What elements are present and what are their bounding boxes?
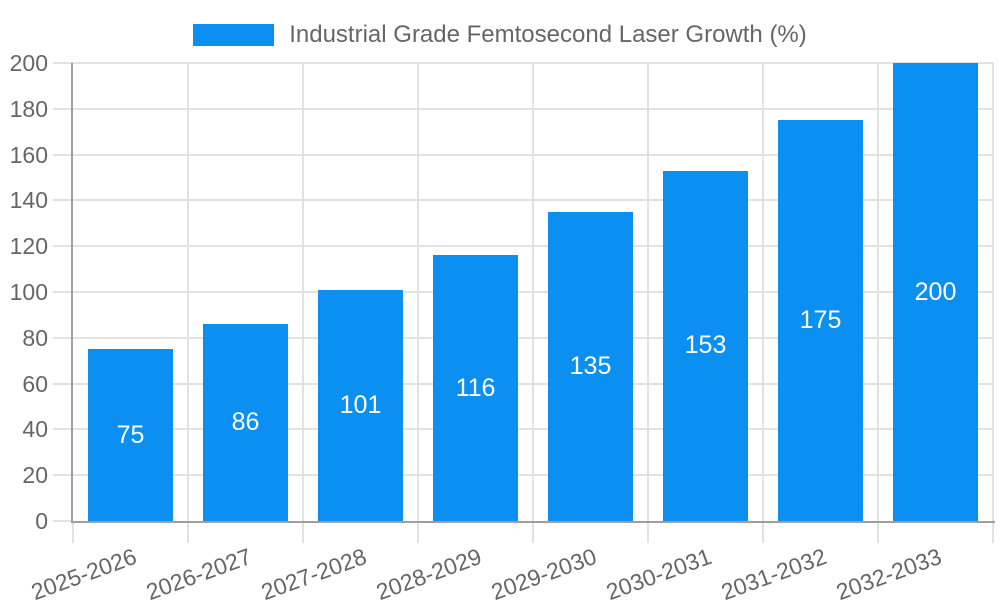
x-axis-tick	[302, 523, 304, 543]
y-tick-label: 200	[9, 50, 48, 76]
bar: 135	[548, 211, 633, 521]
x-axis-tick	[72, 523, 74, 543]
legend-swatch-icon	[193, 24, 275, 46]
gridline-vertical	[762, 63, 764, 521]
gridline-vertical	[187, 63, 189, 521]
bar: 75	[88, 349, 173, 521]
bar-value-label: 116	[455, 373, 496, 402]
y-axis-tick	[53, 520, 73, 522]
y-tick-label: 0	[35, 508, 48, 534]
x-axis-line	[71, 521, 995, 523]
bar-value-label: 86	[231, 408, 260, 437]
y-tick-label: 120	[9, 233, 48, 260]
y-axis-tick	[53, 153, 73, 156]
y-tick-label: 140	[9, 187, 48, 214]
y-tick-label: 80	[22, 324, 48, 351]
x-axis-tick	[877, 523, 879, 543]
y-axis-tick	[53, 336, 73, 339]
chart-legend: Industrial Grade Femtosecond Laser Growt…	[0, 21, 1000, 49]
bar-value-label: 200	[914, 277, 957, 306]
bar: 153	[663, 170, 748, 521]
gridline-vertical	[647, 63, 649, 521]
y-axis-tick	[53, 107, 73, 110]
y-axis-tick	[53, 382, 73, 385]
gridline-vertical	[302, 63, 304, 521]
gridline-vertical	[877, 63, 879, 521]
y-tick-label: 180	[9, 95, 48, 122]
gridline-vertical	[992, 63, 994, 521]
x-axis-tick	[647, 523, 649, 543]
legend-item[interactable]: Industrial Grade Femtosecond Laser Growt…	[193, 21, 807, 49]
x-axis-tick	[992, 523, 994, 543]
y-axis-tick	[53, 245, 73, 248]
y-tick-label: 160	[9, 141, 48, 168]
bar: 200	[893, 63, 978, 521]
y-axis-tick	[53, 428, 73, 431]
y-tick-label: 40	[22, 416, 48, 443]
bar-value-label: 153	[684, 331, 727, 360]
y-axis-tick	[53, 291, 73, 293]
gridline-vertical	[417, 63, 419, 521]
x-axis-tick	[417, 523, 419, 543]
bar-value-label: 101	[339, 390, 382, 419]
y-tick-label: 100	[9, 279, 48, 305]
bar: 116	[433, 255, 518, 521]
y-axis-tick	[53, 199, 73, 202]
bar: 86	[203, 324, 288, 521]
bar-value-label: 135	[569, 351, 612, 380]
bar-value-label: 175	[799, 306, 842, 335]
x-axis-tick	[532, 523, 534, 543]
x-axis-tick	[762, 523, 764, 543]
x-axis-tick	[187, 523, 189, 543]
gridline-vertical	[532, 63, 534, 521]
y-tick-label: 60	[22, 370, 48, 397]
bar-value-label: 75	[116, 420, 145, 449]
y-axis-tick	[53, 474, 73, 477]
bar: 175	[778, 120, 863, 521]
bar: 101	[318, 289, 403, 521]
y-axis-tick	[53, 62, 73, 64]
y-tick-label: 20	[22, 462, 48, 489]
legend-label: Industrial Grade Femtosecond Laser Growt…	[289, 21, 807, 48]
y-axis-line	[71, 63, 73, 523]
